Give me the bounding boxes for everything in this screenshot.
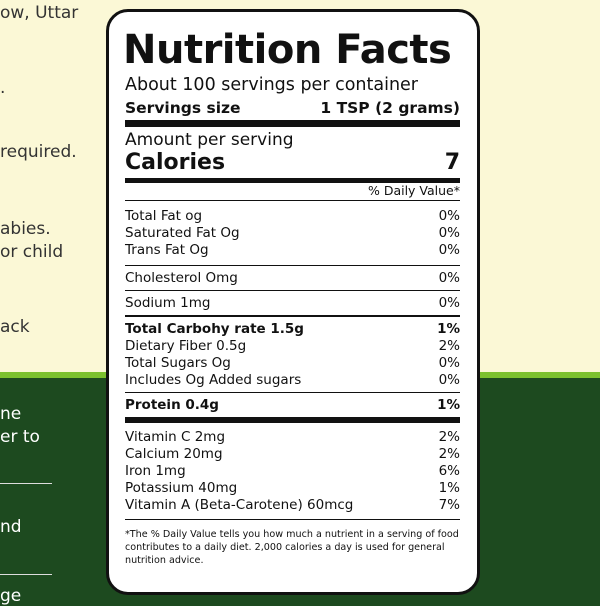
nutrient-name: Total Sugars Og [125,355,231,371]
nutrient-dv: 2% [438,446,460,462]
side-text: er to [0,427,40,447]
nutrient-row: Calcium 20mg 2% [125,446,460,463]
amount-per-serving: Amount per serving [125,130,294,150]
nutrient-name: Vitamin A (Beta-Carotene) 60mcg [125,497,354,513]
rule [125,519,460,520]
nutrient-name: Iron 1mg [125,463,186,479]
thick-rule [125,417,460,423]
nutrient-row: Vitamin A (Beta-Carotene) 60mcg 7% [125,497,460,514]
rule [125,290,460,291]
label-title: Nutrition Facts [123,27,452,73]
nutrient-name: Dietary Fiber 0.5g [125,338,247,354]
nutrient-name: Total Fat og [125,208,203,224]
nutrient-name: Protein 0.4g [125,397,219,413]
nutrient-row: Protein 0.4g 1% [125,397,460,414]
thick-rule [125,178,460,183]
nutrient-dv: 1% [438,480,460,496]
nutrient-row: Sodium 1mg 0% [125,295,460,312]
nutrient-name: Calcium 20mg [125,446,223,462]
footnote: *The % Daily Value tells you how much a … [125,529,459,566]
side-text: abies. [0,219,51,239]
rule [125,200,460,201]
rule [125,315,460,317]
side-text: required. [0,142,77,162]
nutrient-dv: 0% [438,355,460,371]
rule [125,265,460,266]
side-text: ack [0,317,30,337]
nutrient-dv: 0% [438,295,460,311]
nutrient-row: Total Sugars Og 0% [125,355,460,372]
nutrient-dv: 0% [438,208,460,224]
side-text: or child [0,242,64,262]
nutrient-name: Includes Og Added sugars [125,372,302,388]
thick-rule [125,120,460,127]
servings-per-container: About 100 servings per container [125,75,418,95]
divider [0,574,52,575]
serving-size-label: Servings size [125,99,241,117]
nutrient-row: Total Carbohy rate 1.5g 1% [125,321,460,338]
nutrient-name: Sodium 1mg [125,295,211,311]
nutrient-row: Trans Fat Og 0% [125,242,460,259]
nutrient-name: Potassium 40mg [125,480,238,496]
nutrient-row: Saturated Fat Og 0% [125,225,460,242]
nutrient-name: Total Carbohy rate 1.5g [125,321,304,337]
nutrient-dv: 0% [438,270,460,286]
daily-value-header: % Daily Value* [367,183,460,198]
nutrient-name: Trans Fat Og [125,242,209,258]
calories-value: 7 [444,150,460,175]
nutrient-row: Dietary Fiber 0.5g 2% [125,338,460,355]
serving-size-value: 1 TSP (2 grams) [320,99,460,117]
side-text: ge [0,586,22,606]
nutrient-dv: 0% [438,372,460,388]
rule [125,392,460,393]
nutrient-row: Total Fat og 0% [125,208,460,225]
nutrient-row: Includes Og Added sugars 0% [125,372,460,389]
nutrient-dv: 7% [438,497,460,513]
divider [0,483,52,484]
nutrient-dv: 2% [438,338,460,354]
side-text: . [0,78,6,98]
nutrient-row: Potassium 40mg 1% [125,480,460,497]
nutrient-row: Iron 1mg 6% [125,463,460,480]
nutrient-row: Cholesterol Omg 0% [125,270,460,287]
nutrient-name: Cholesterol Omg [125,270,238,286]
nutrient-dv: 0% [438,225,460,241]
nutrient-name: Saturated Fat Og [125,225,240,241]
side-text: nd [0,517,22,537]
calories-label: Calories [125,150,226,175]
nutrient-dv: 1% [437,397,460,413]
nutrient-dv: 1% [437,321,460,337]
nutrient-dv: 2% [438,429,460,445]
nutrition-label [106,9,480,595]
nutrient-dv: 0% [438,242,460,258]
nutrient-dv: 6% [438,463,460,479]
nutrient-row: Vitamin C 2mg 2% [125,429,460,446]
side-text: ow, Uttar [0,3,79,23]
side-text: ne [0,404,22,424]
nutrient-name: Vitamin C 2mg [125,429,226,445]
